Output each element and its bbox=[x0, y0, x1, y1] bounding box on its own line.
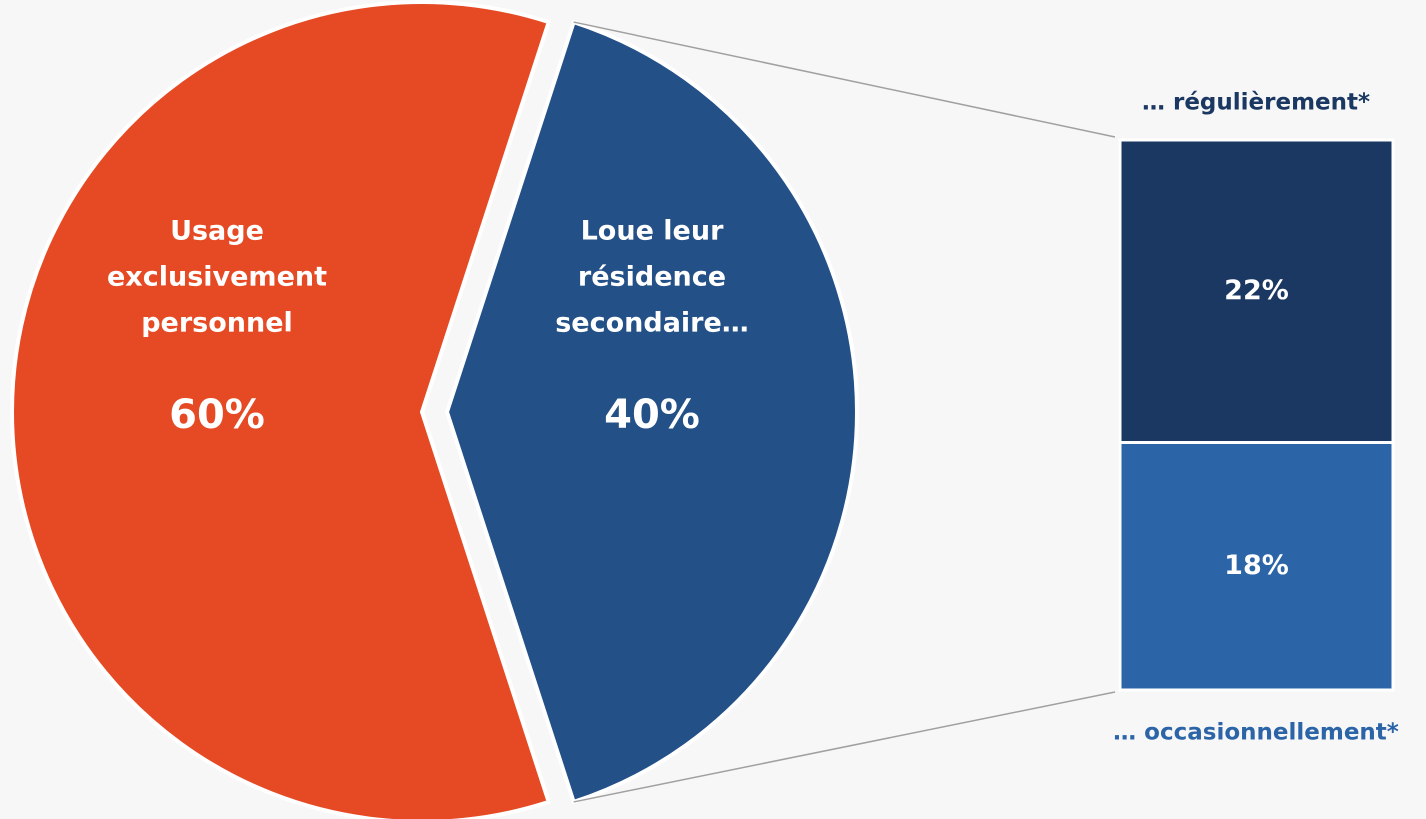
breakdown-value: 22% bbox=[1224, 275, 1289, 306]
slice-label: exclusivement bbox=[107, 262, 327, 293]
breakdown-bar bbox=[1118, 138, 1395, 444]
slice-label: Loue leur bbox=[581, 216, 724, 247]
slice-label: Usage bbox=[170, 216, 264, 247]
breakdown-value: 18% bbox=[1224, 550, 1289, 581]
breakdown-label: … régulièrement* bbox=[1142, 90, 1370, 116]
breakdown-label: … occasionnellement* bbox=[1113, 720, 1399, 746]
pie-slice bbox=[444, 19, 859, 805]
slice-value: 60% bbox=[169, 392, 265, 438]
connector bbox=[573, 21, 1116, 138]
slice-value: 40% bbox=[604, 392, 700, 438]
slice-label: résidence bbox=[578, 262, 726, 293]
slice-label: secondaire… bbox=[555, 308, 749, 339]
breakdown-bar bbox=[1118, 441, 1395, 692]
pie-slice bbox=[10, 0, 552, 819]
connector bbox=[573, 691, 1116, 803]
slice-label: personnel bbox=[141, 308, 293, 339]
